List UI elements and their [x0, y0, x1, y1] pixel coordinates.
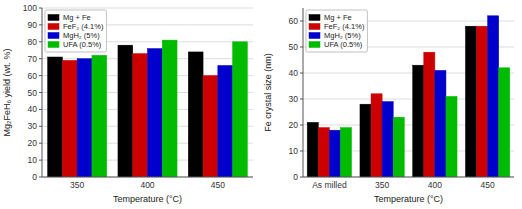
bar [446, 96, 457, 177]
y-tick-label: 80 [28, 37, 38, 47]
chart-canvas: 0102030405060708090100350400450Temperatu… [0, 0, 522, 209]
legend-swatch [309, 15, 320, 21]
panel: 0 10 20 30 40 50 60 70 80 90 100 350 400 450 Temperatu… [2, 3, 253, 204]
y-tick-label: 30 [289, 94, 299, 104]
bars [48, 40, 248, 177]
y-tick-label: 10 [28, 155, 38, 165]
legend-label: Mg + Fe [324, 13, 352, 22]
bar [133, 54, 148, 177]
bar [77, 59, 92, 177]
bar [188, 52, 203, 177]
y-tick-label: 100 [23, 3, 37, 13]
bar [360, 104, 371, 177]
x-axis-label: Temperature (°C) [113, 194, 182, 204]
x-axis-line [303, 177, 514, 178]
y-tick-label: 50 [289, 42, 299, 52]
x-tick-label: As milled [312, 180, 347, 190]
legend-label: MgH₂ (5%) [63, 31, 100, 40]
y-axis-line [42, 8, 43, 177]
bar [435, 70, 446, 177]
bar [203, 76, 218, 177]
grid-line [42, 8, 253, 9]
x-tick-label: 350 [70, 180, 84, 190]
y-tick-label: 40 [289, 68, 299, 78]
legend: Mg + FeFeF₂ (4.1%)MgH₂ (5%)UFA (0.5%) [306, 10, 367, 52]
y-tick-label: 60 [289, 16, 299, 26]
bars [307, 16, 510, 177]
y-tick-label: 70 [28, 54, 38, 64]
legend-box [45, 10, 106, 52]
y-tick-label: 60 [28, 71, 38, 81]
legend-swatch [48, 42, 59, 48]
legend-label: UFA (0.5%) [324, 40, 363, 49]
legend-swatch [48, 15, 59, 21]
legend-label: FeF₂ (4.1%) [324, 22, 365, 31]
y-tick-label: 20 [28, 138, 38, 148]
legend-label: FeF₂ (4.1%) [63, 22, 104, 31]
bar [307, 122, 318, 177]
x-tick-label: 400 [140, 180, 154, 190]
bar [318, 128, 329, 177]
bar [118, 45, 133, 177]
bar [218, 65, 233, 177]
x-axis-line [42, 177, 253, 178]
bar [62, 60, 77, 177]
legend-swatch [309, 33, 320, 39]
bar [162, 40, 177, 177]
bar [340, 128, 351, 177]
x-tick-label: 450 [481, 180, 495, 190]
y-axis-label: Fe crystal size (nm) [263, 53, 273, 132]
y-tick-label: 50 [28, 88, 38, 98]
x-tick-label: 350 [375, 180, 389, 190]
y-axis-line [303, 8, 304, 177]
bar [382, 102, 393, 177]
bar [488, 16, 499, 177]
y-tick-label: 20 [289, 120, 299, 130]
bar [499, 68, 510, 177]
x-tick-label: 450 [211, 180, 225, 190]
y-tick-label: 10 [289, 146, 299, 156]
legend-swatch [309, 24, 320, 30]
legend-box [306, 10, 367, 52]
bar [393, 117, 404, 177]
panel: 0 10 20 30 40 50 60 As milled 350 400 450 Temperatu… [263, 8, 514, 204]
legend-label: MgH₂ (5%) [324, 31, 361, 40]
legend-swatch [309, 42, 320, 48]
bar [477, 26, 488, 177]
legend-label: Mg + Fe [63, 13, 91, 22]
grid-line [303, 177, 514, 178]
legend: Mg + FeFeF₂ (4.1%)MgH₂ (5%)UFA (0.5%) [45, 10, 106, 52]
x-axis-label: Temperature (°C) [374, 194, 443, 204]
y-tick-label: 0 [32, 172, 37, 182]
y-tick-label: 40 [28, 104, 38, 114]
y-axis-label: Mg₂FeH₆ yield (wt. %) [2, 48, 12, 136]
x-tick-label: 400 [428, 180, 442, 190]
bar [92, 55, 107, 177]
legend-swatch [48, 24, 59, 30]
bar [48, 57, 63, 177]
grid-line [42, 177, 253, 178]
bar [329, 130, 340, 177]
legend-label: UFA (0.5%) [63, 40, 102, 49]
bar [233, 42, 248, 177]
legend-swatch [48, 33, 59, 39]
bar [413, 65, 424, 177]
bar [465, 26, 476, 177]
y-tick-label: 90 [28, 20, 38, 30]
bar [148, 49, 163, 177]
bar [424, 52, 435, 177]
y-tick-label: 30 [28, 121, 38, 131]
y-tick-label: 0 [293, 172, 298, 182]
bar [371, 94, 382, 177]
